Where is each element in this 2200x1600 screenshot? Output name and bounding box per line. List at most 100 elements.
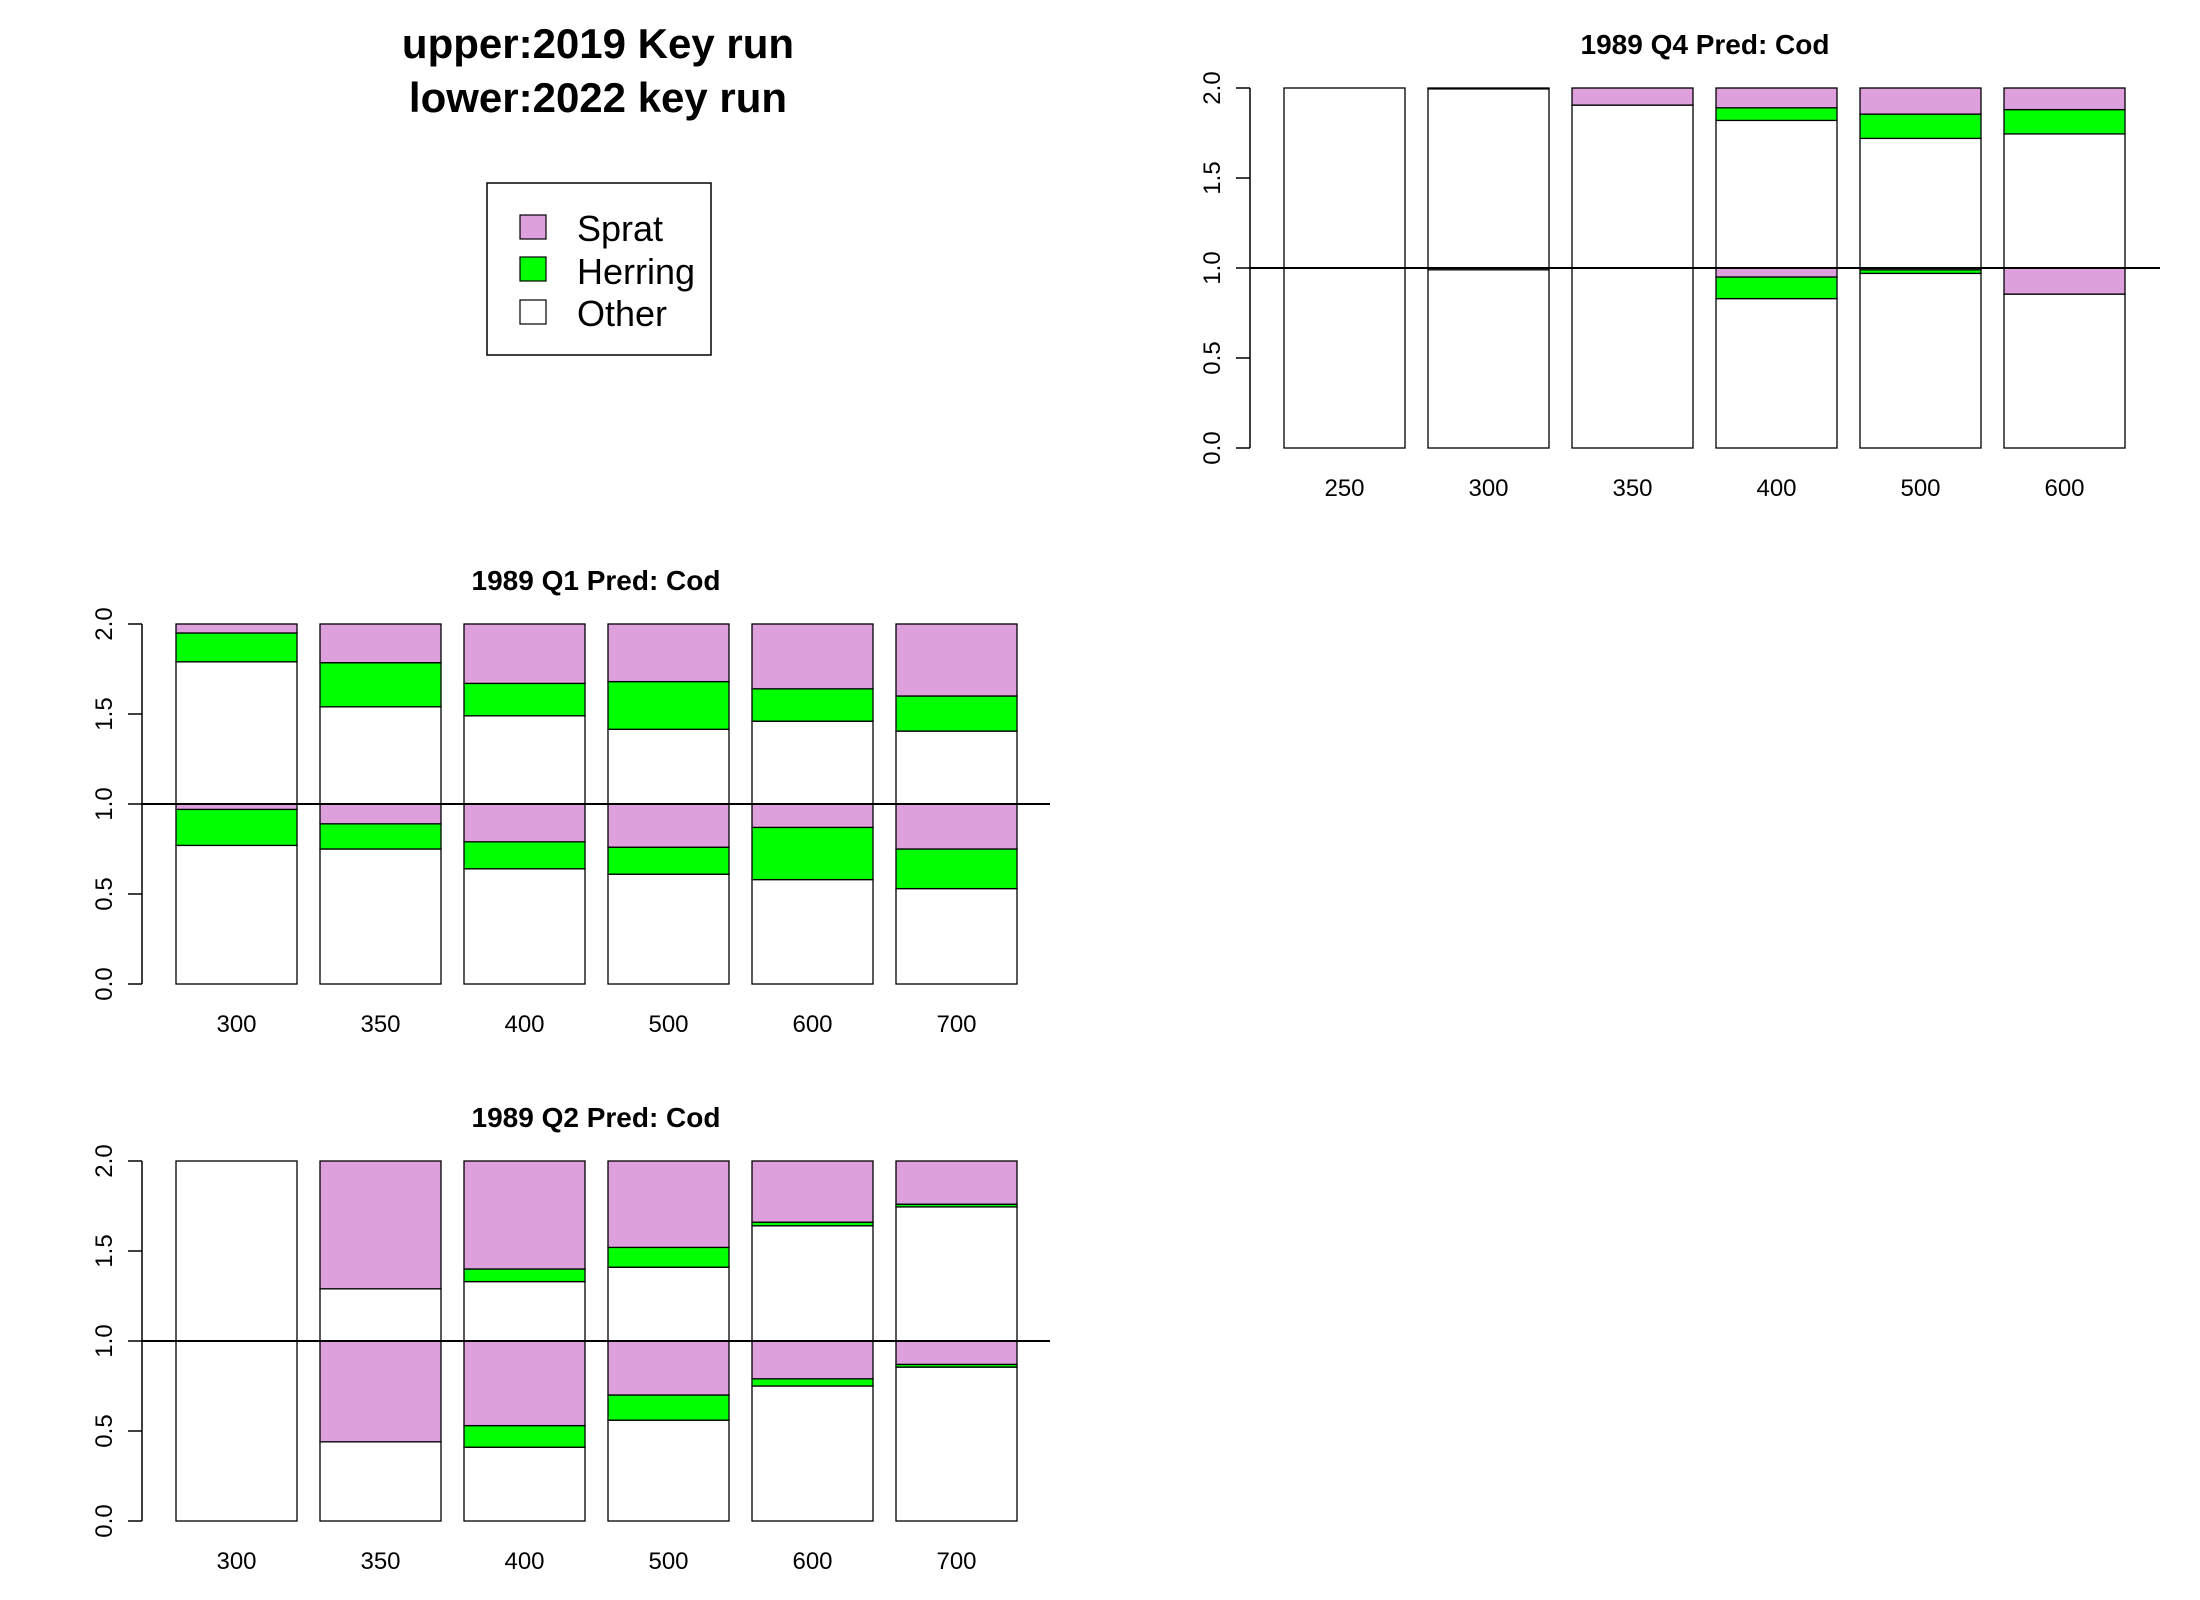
bar-upper-other-500 [1859, 137, 1982, 269]
bar-upper-herring-400 [1715, 107, 1838, 122]
panel-title: 1989 Q2 Pred: Cod [472, 1102, 721, 1133]
bar-upper-other-700 [895, 1206, 1018, 1342]
bar-lower-sprat-700 [895, 803, 1018, 850]
bar-lower-sprat-350 [319, 1340, 442, 1443]
bar-lower-other-500 [607, 1419, 730, 1522]
bar-lower-other-350 [319, 848, 442, 985]
figure-title-line-2: lower:2022 key run [409, 74, 787, 121]
bar-upper-other-400 [463, 1280, 586, 1342]
bar-upper-other-500 [607, 1266, 730, 1342]
bar-lower-herring-400 [1715, 276, 1838, 300]
x-tick-label: 250 [1324, 475, 1364, 502]
bar-lower-other-500 [1859, 272, 1982, 449]
bar-upper-other-350 [319, 706, 442, 805]
bar-upper-sprat-700 [895, 1160, 1018, 1205]
y-tick-label: 1.0 [91, 1324, 118, 1357]
bar-upper-sprat-500 [607, 1160, 730, 1249]
bar-upper-sprat-600 [751, 623, 874, 690]
x-tick-label: 350 [360, 1011, 400, 1038]
bar-lower-herring-400 [463, 1424, 586, 1448]
bar-lower-herring-400 [463, 841, 586, 870]
bar-upper-sprat-400 [463, 623, 586, 685]
x-tick-label: 400 [504, 1548, 544, 1575]
bar-lower-other-600 [751, 1385, 874, 1522]
bar-lower-other-400 [463, 1446, 586, 1522]
bar-upper-other-300 [1427, 88, 1550, 269]
bar-lower-sprat-700 [895, 1340, 1018, 1366]
bar-upper-herring-700 [895, 695, 1018, 732]
bar-upper-other-500 [607, 728, 730, 805]
bar-upper-other-350 [1571, 104, 1694, 269]
bar-lower-sprat-400 [463, 1340, 586, 1427]
bar-lower-herring-700 [895, 848, 1018, 890]
x-tick-label: 500 [648, 1011, 688, 1038]
bar-upper-herring-400 [463, 1268, 586, 1283]
y-tick-label: 0.0 [91, 967, 118, 1000]
x-tick-label: 300 [1468, 475, 1508, 502]
bar-lower-other-350 [319, 1441, 442, 1522]
bar-lower-sprat-500 [607, 1340, 730, 1396]
x-tick-label: 350 [360, 1548, 400, 1575]
x-tick-label: 700 [936, 1011, 976, 1038]
bar-lower-sprat-400 [1715, 267, 1838, 278]
x-tick-label: 700 [936, 1548, 976, 1575]
bar-upper-sprat-700 [895, 623, 1018, 697]
bar-upper-sprat-350 [1571, 87, 1694, 106]
panel-q4: 1989 Q4 Pred: Cod 0.0 0.5 1.0 1.5 2.0 250 300 35… [1199, 29, 2160, 502]
bar-upper-other-600 [2003, 133, 2126, 269]
figure-header: upper:2019 Key run lower:2022 key run [402, 20, 794, 121]
figure-title-line-1: upper:2019 Key run [402, 20, 794, 67]
y-tick-label: 0.0 [91, 1504, 118, 1537]
bar-upper-other-600 [751, 1225, 874, 1342]
bar-upper-herring-400 [463, 682, 586, 717]
bar-upper-other-250 [1283, 87, 1406, 269]
bar-lower-other-300 [1427, 269, 1550, 449]
bar-lower-sprat-400 [463, 803, 586, 843]
bar-lower-sprat-600 [751, 803, 874, 829]
legend-label-herring: Herring [577, 251, 695, 292]
bar-lower-herring-500 [607, 1394, 730, 1421]
bar-upper-herring-600 [751, 688, 874, 722]
bar-lower-other-300 [175, 844, 298, 985]
y-tick-label: 1.0 [1199, 251, 1226, 284]
bar-lower-herring-350 [319, 823, 442, 850]
bar-upper-herring-500 [1859, 113, 1982, 140]
x-tick-label: 600 [2044, 475, 2084, 502]
bar-lower-sprat-350 [319, 803, 442, 825]
bar-upper-herring-500 [607, 680, 730, 730]
x-tick-label: 350 [1612, 475, 1652, 502]
panel-q2: 1989 Q2 Pred: Cod 0.0 0.5 1.0 1.5 2.0 300 350 40… [91, 1102, 1050, 1575]
x-tick-label: 600 [792, 1548, 832, 1575]
bar-upper-other-700 [895, 730, 1018, 805]
bar-upper-other-350 [319, 1288, 442, 1342]
bar-upper-sprat-600 [751, 1160, 874, 1223]
y-tick-label: 2.0 [1199, 71, 1226, 104]
bar-upper-sprat-350 [319, 623, 442, 664]
y-tick-label: 0.5 [91, 1414, 118, 1447]
bar-lower-other-400 [463, 868, 586, 985]
y-tick-label: 0.5 [91, 877, 118, 910]
bar-lower-herring-600 [751, 1378, 874, 1387]
x-tick-label: 300 [216, 1011, 256, 1038]
bar-lower-other-500 [607, 873, 730, 985]
bar-lower-other-250 [1283, 267, 1406, 449]
legend-swatch-sprat [519, 214, 547, 240]
legend-swatch-herring [519, 256, 547, 282]
bar-upper-sprat-400 [1715, 87, 1838, 109]
bar-lower-other-600 [751, 878, 874, 985]
panel-title: 1989 Q4 Pred: Cod [1581, 29, 1830, 60]
bar-lower-other-350 [1571, 267, 1694, 449]
legend-label-other: Other [577, 293, 667, 334]
bar-upper-herring-300 [175, 632, 298, 663]
bar-upper-other-300 [175, 661, 298, 805]
bar-lower-herring-500 [607, 846, 730, 875]
bar-upper-other-600 [751, 720, 874, 805]
y-tick-label: 1.5 [91, 697, 118, 730]
bar-upper-other-300 [175, 1160, 298, 1342]
bar-lower-sprat-600 [2003, 267, 2126, 295]
bar-lower-herring-300 [175, 808, 298, 847]
bar-lower-other-700 [895, 887, 1018, 985]
bar-upper-other-400 [463, 715, 586, 805]
bar-upper-other-400 [1715, 119, 1838, 269]
x-tick-label: 500 [648, 1548, 688, 1575]
